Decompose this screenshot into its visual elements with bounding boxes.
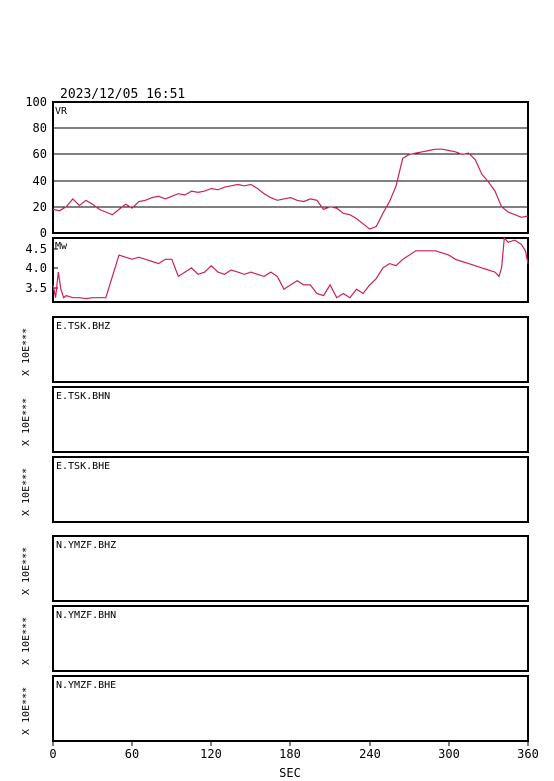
trace-panel-bhe-tsk: E.TSK.BHE X 10E*** xyxy=(21,456,529,523)
trace-panel-bhz-tsk: E.TSK.BHZ X 10E*** xyxy=(21,316,529,383)
timestamp: 2023/12/05 16:51 xyxy=(60,87,185,102)
x-tick-label: 180 xyxy=(279,747,301,761)
vr-tick-label: 40 xyxy=(33,174,47,188)
station-label: N.YMZF.BHE xyxy=(56,680,116,691)
amplitude-unit-label: X 10E*** xyxy=(21,617,32,665)
vr-tick-label: 20 xyxy=(33,200,47,214)
x-axis: 0 60 120 180 240 300 360 SEC xyxy=(49,741,539,780)
station-label: N.YMZF.BHN xyxy=(56,610,116,621)
mw-frame xyxy=(52,237,529,303)
mw-panel: Mw 4.5 4.0 3.5 xyxy=(25,236,529,303)
x-axis-title: SEC xyxy=(279,766,301,780)
x-tick-label: 0 xyxy=(49,747,56,761)
mw-label: Mw xyxy=(55,241,68,252)
trace-panel-bhz-ymzf: N.YMZF.BHZ X 10E*** xyxy=(21,535,529,602)
amplitude-unit-label: X 10E*** xyxy=(21,547,32,595)
trace-frame xyxy=(52,316,529,383)
x-tick-label: 240 xyxy=(359,747,381,761)
trace-frame xyxy=(52,675,529,742)
vr-tick-label: 80 xyxy=(33,121,47,135)
trace-frame xyxy=(52,386,529,453)
x-tick-label: 300 xyxy=(438,747,460,761)
station-label: E.TSK.BHZ xyxy=(56,321,110,332)
vr-label: VR xyxy=(55,106,68,117)
mw-tick-label: 4.5 xyxy=(25,242,47,256)
station-label: E.TSK.BHE xyxy=(56,461,110,472)
station-label: E.TSK.BHN xyxy=(56,391,110,402)
amplitude-unit-label: X 10E*** xyxy=(21,328,32,376)
trace-frame xyxy=(52,456,529,523)
mw-tick-label: 4.0 xyxy=(25,261,47,275)
vr-series-line xyxy=(52,148,529,230)
amplitude-unit-label: X 10E*** xyxy=(21,468,32,516)
trace-panel-bhn-tsk: E.TSK.BHN X 10E*** xyxy=(21,386,529,453)
trace-frame xyxy=(52,605,529,672)
amplitude-unit-label: X 10E*** xyxy=(21,398,32,446)
vr-tick-label: 60 xyxy=(33,147,47,161)
x-tick-label: 120 xyxy=(200,747,222,761)
station-label: N.YMZF.BHZ xyxy=(56,540,116,551)
x-tick-label: 360 xyxy=(517,747,539,761)
vr-tick-label: 100 xyxy=(25,95,47,109)
amplitude-unit-label: X 10E*** xyxy=(21,687,32,735)
vr-panel: VR 100 80 60 40 20 0 xyxy=(25,95,529,240)
vr-tick-label: 0 xyxy=(40,226,47,240)
trace-panel-bhe-ymzf: N.YMZF.BHE X 10E*** xyxy=(21,675,529,742)
mw-series-line xyxy=(52,236,529,300)
trace-frame xyxy=(52,535,529,602)
x-tick-label: 60 xyxy=(125,747,139,761)
mw-tick-label: 3.5 xyxy=(25,281,47,295)
vr-frame xyxy=(52,101,529,234)
trace-panel-bhn-ymzf: N.YMZF.BHN X 10E*** xyxy=(21,605,529,672)
